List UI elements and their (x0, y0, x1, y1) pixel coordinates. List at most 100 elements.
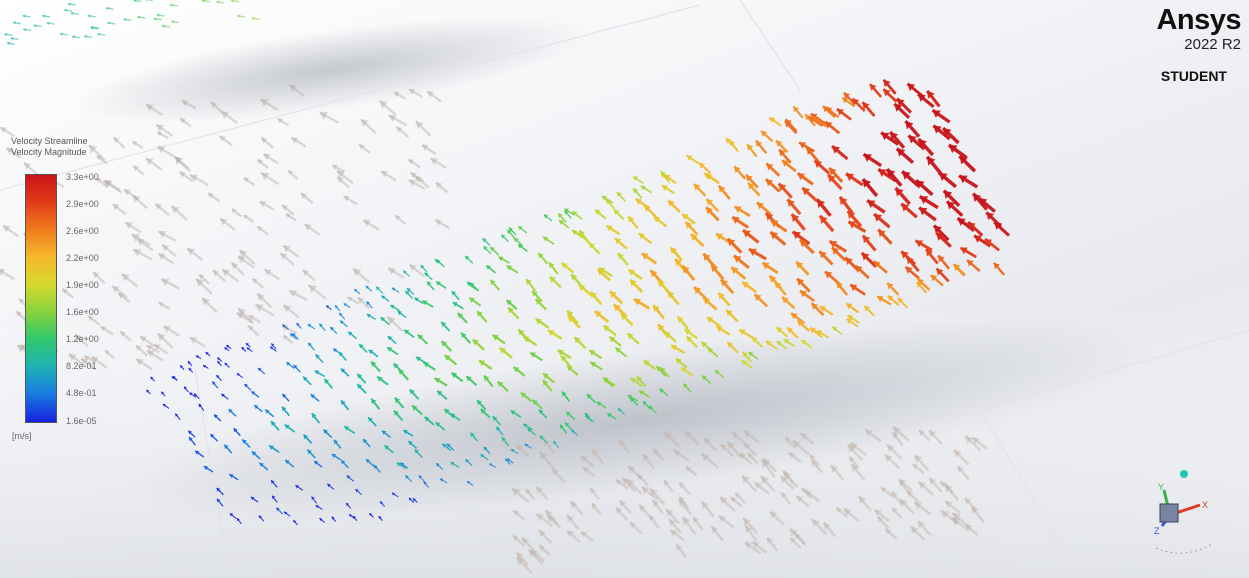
velocity-vector-head (480, 454, 485, 458)
velocity-vector-head (867, 200, 876, 209)
reflection-vector (842, 507, 860, 523)
velocity-vector-head (734, 166, 741, 174)
velocity-vector-head (901, 251, 909, 259)
velocity-vector-head (466, 376, 472, 382)
reflection-vector (218, 135, 233, 147)
reflection-vector-head (146, 345, 153, 351)
legend-tick: 3.3e+00 (66, 172, 99, 182)
velocity-vector-head (836, 281, 843, 289)
velocity-vector-head (797, 320, 804, 327)
reflection-vector-head (929, 430, 937, 438)
velocity-vector-head (403, 430, 408, 435)
reflection-vector-head (718, 515, 727, 523)
velocity-vector-head (756, 202, 765, 210)
color-legend[interactable]: Velocity Streamline Velocity Magnitude 3… (8, 136, 118, 446)
reflection-vector-head (703, 437, 711, 445)
velocity-vector-head (561, 355, 567, 362)
reflection-vector (971, 436, 988, 450)
velocity-vector-head (307, 324, 312, 328)
reflection-vector-head (97, 32, 101, 36)
velocity-vector-head (376, 286, 380, 291)
reflection-vector (951, 511, 971, 529)
velocity-vector-head (259, 462, 264, 468)
reflection-vector-head (0, 268, 6, 276)
velocity-vector-head (607, 413, 612, 418)
velocity-vector-head (832, 326, 838, 332)
velocity-vector-field[interactable] (146, 78, 1011, 526)
velocity-vector-head (609, 291, 617, 299)
reflection-vector-head (972, 437, 980, 445)
reflection-vector (746, 452, 759, 465)
velocity-vector-head (228, 409, 233, 414)
velocity-vector-head (906, 256, 914, 265)
velocity-vector-head (333, 439, 339, 445)
velocity-vector-head (793, 106, 800, 113)
reflection-vector-head (263, 153, 271, 161)
reflection-vector-head (747, 453, 754, 459)
velocity-vector-head (589, 242, 596, 249)
velocity-vector-head (567, 365, 573, 372)
reflection-vector (90, 355, 108, 369)
reflection-vector (678, 495, 690, 509)
velocity-vector-head (874, 213, 883, 222)
velocity-vector-head (229, 474, 234, 479)
reflection-vector (336, 176, 350, 189)
velocity-vector-head (653, 216, 661, 223)
reflection-vector (282, 304, 300, 319)
reflection-vector-head (907, 491, 914, 498)
velocity-vector-head (603, 325, 610, 332)
reflection-vector-head (88, 145, 98, 154)
axis-triad[interactable]: X Y Z (1148, 460, 1220, 565)
triad-isometric-icon[interactable] (1180, 470, 1188, 478)
reflection-vector (2, 224, 20, 238)
reflection-vector (290, 136, 307, 148)
reflection-vector (145, 157, 163, 171)
reflection-vector-head (87, 14, 91, 18)
velocity-vector-head (887, 282, 894, 290)
velocity-vector-head (216, 487, 221, 492)
velocity-vector-head (465, 459, 469, 463)
reflection-vector-head (158, 253, 166, 261)
velocity-vector-head (590, 362, 596, 368)
reflection-vector (615, 506, 629, 521)
velocity-vector-head (315, 354, 320, 359)
reflection-vector-head (964, 498, 972, 505)
reflection-vector-head (513, 510, 520, 517)
velocity-vector-head (765, 213, 774, 221)
reflection-vector-head (0, 127, 8, 134)
reflection-vector (591, 448, 605, 465)
reflection-vector-head (231, 262, 239, 270)
reflection-vector (829, 464, 845, 481)
reflection-vector (876, 515, 890, 529)
velocity-vector-head (957, 218, 966, 226)
reflection-vector-head (539, 545, 546, 552)
velocity-vector-head (150, 376, 154, 380)
reflection-vector (386, 315, 404, 333)
reflection-vector (640, 485, 659, 501)
reflection-vector (515, 556, 533, 574)
reflection-vector (663, 430, 680, 448)
reflection-vector (130, 233, 151, 247)
reflection-vector-head (912, 464, 919, 470)
reflection-vector (156, 145, 175, 158)
velocity-vector-head (483, 375, 490, 382)
velocity-vector-head (354, 289, 358, 292)
reflection-vector-head (90, 25, 94, 30)
velocity-vector-head (557, 349, 564, 356)
velocity-vector-head (633, 298, 642, 306)
velocity-vector-head (685, 222, 693, 229)
reflection-vector-head (847, 444, 856, 454)
velocity-vector-head (725, 138, 732, 144)
reflection-vector-head (104, 180, 113, 187)
reflection-vector (279, 252, 295, 266)
velocity-vector-head (257, 367, 262, 372)
velocity-vector-head (216, 498, 221, 503)
velocity-vector-head (846, 303, 853, 310)
velocity-vector-head (890, 132, 899, 141)
velocity-vector-head (762, 262, 770, 270)
reflection-vector (154, 202, 170, 216)
reflection-vector-head (91, 356, 99, 364)
reflection-vector-head (780, 476, 788, 484)
